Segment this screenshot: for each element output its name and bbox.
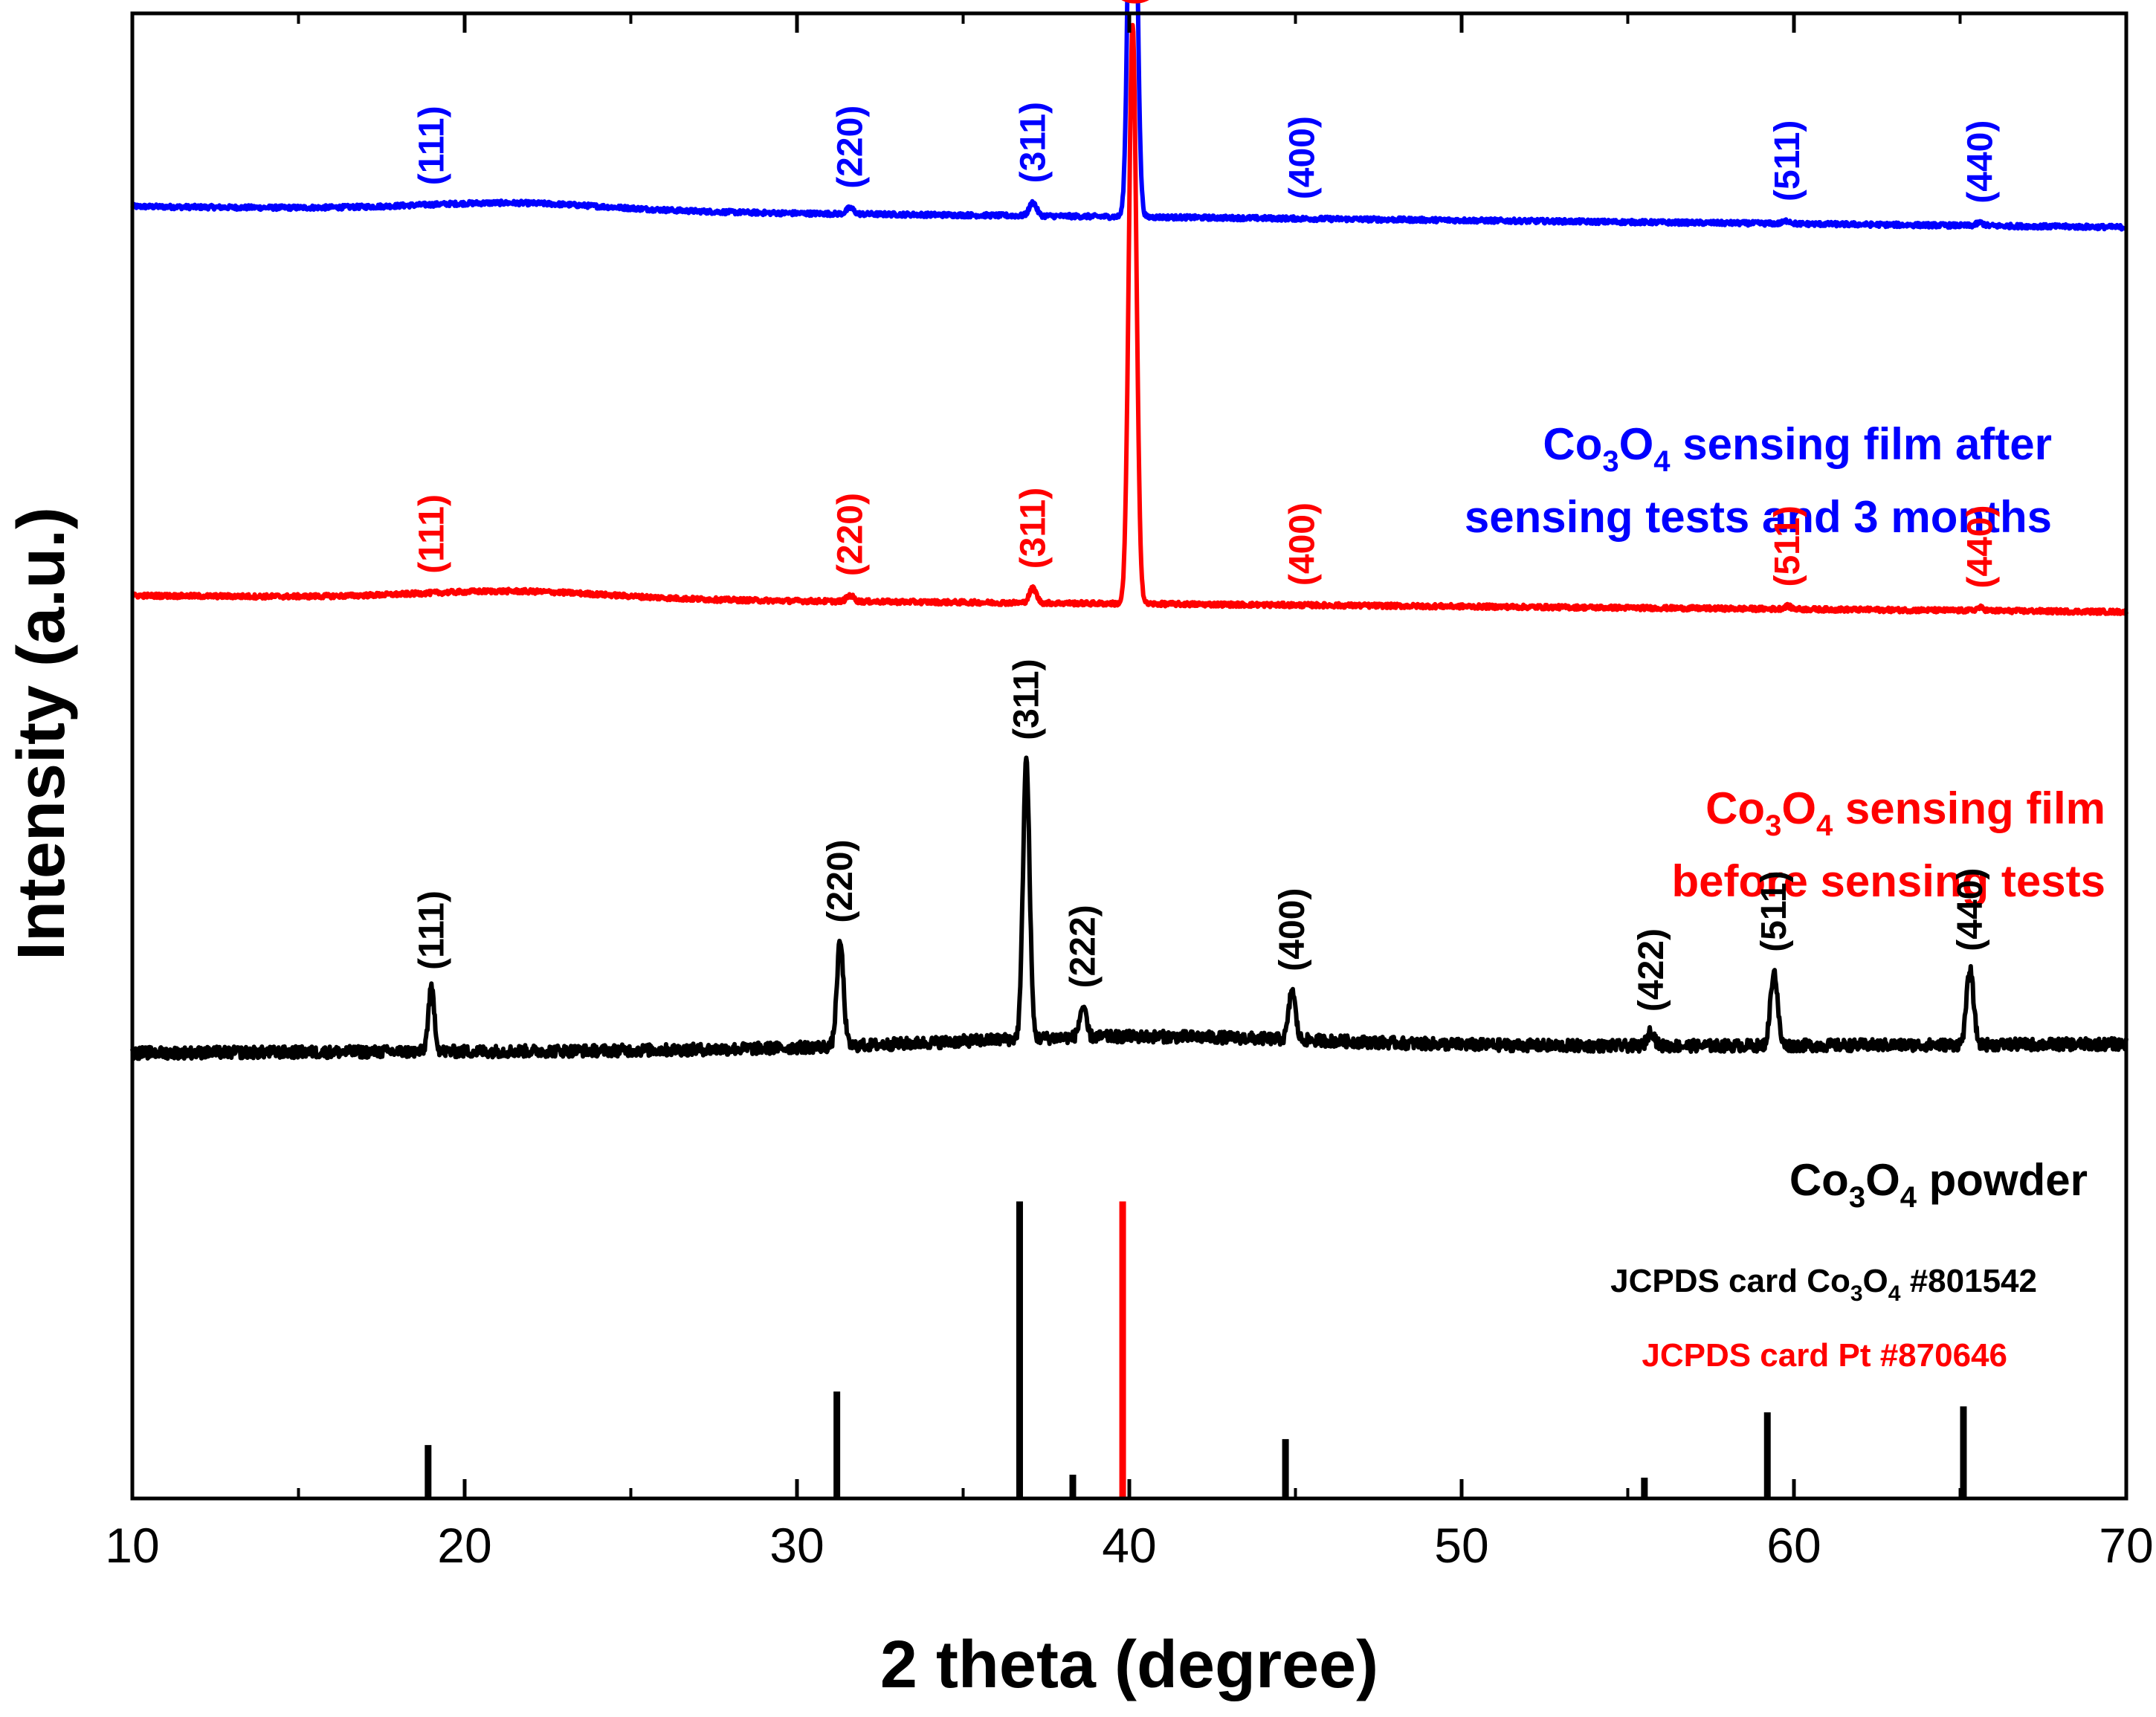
peak-label-0-4: (400)	[1282, 116, 1322, 199]
peak-label-1-5: (511)	[1768, 505, 1807, 586]
peak-label-1-0: (111)	[412, 494, 451, 574]
series-label-part: O	[1619, 419, 1654, 469]
peak-label-2-3: (222)	[1063, 905, 1103, 988]
series-label-part: 3	[1849, 1181, 1865, 1214]
series-label-part: 3	[1765, 809, 1781, 842]
y-axis-title: Intensity (a.u.)	[4, 507, 79, 960]
x-tick-label: 50	[1434, 1518, 1488, 1573]
series-label-part: 4	[1900, 1181, 1917, 1214]
peak-label-1-4: (400)	[1282, 502, 1322, 586]
peak-label-2-1: (220)	[821, 840, 860, 923]
series-label-1-0: Co3O4 sensing film	[1705, 783, 2105, 842]
peak-label-0-1: (220)	[831, 106, 871, 189]
series-label-part: Co	[1789, 1155, 1849, 1205]
peak-label-0-2: (311)	[1013, 102, 1053, 183]
peak-label-1-1: (220)	[831, 493, 871, 576]
series-label-0-0: Co3O4 sensing film after	[1543, 419, 2052, 478]
series-label-part: 4	[1816, 809, 1833, 842]
peak-label-1-3: (111)	[1114, 0, 1153, 5]
peak-label-2-0: (111)	[412, 890, 451, 970]
peak-label-2-6: (511)	[1755, 870, 1794, 951]
peak-label-1-6: (440)	[1960, 505, 2000, 589]
ref-label-1: JCPDS card Pt #870646	[1642, 1337, 2007, 1374]
series-label-part: Co	[1705, 783, 1765, 833]
ref-label-part: JCPDS card Co	[1610, 1263, 1850, 1299]
ref-label-part: 4	[1888, 1281, 1901, 1306]
series-line-1	[130, 22, 2128, 616]
peak-label-0-6: (440)	[1960, 120, 2000, 204]
x-axis-title: 2 theta (degree)	[880, 1628, 1378, 1702]
plot-marks	[130, 0, 2128, 1498]
x-tick-label: 30	[769, 1518, 824, 1573]
peak-label-0-5: (511)	[1768, 120, 1807, 201]
series-label-part: 3	[1602, 445, 1618, 478]
series-label-part: sensing film after	[1671, 419, 2052, 469]
series-label-0-1: sensing tests and 3 months	[1465, 492, 2052, 542]
ref-label-part: O	[1863, 1263, 1888, 1299]
peak-label-1-2: (311)	[1013, 488, 1053, 569]
peak-annotations: (111)(220)(311)(111)(400)(511)(440)Co3O4…	[412, 0, 2105, 1374]
x-tick-label: 70	[2099, 1518, 2153, 1573]
series-label-part: sensing film	[1833, 783, 2105, 833]
x-tick-label: 10	[105, 1518, 159, 1573]
peak-label-2-2: (311)	[1007, 659, 1046, 740]
ref-label-part: #801542	[1900, 1263, 2037, 1299]
peak-label-0-0: (111)	[412, 106, 451, 185]
series-label-part: 4	[1653, 445, 1671, 478]
x-tick-label: 60	[1766, 1518, 1821, 1573]
series-label-part: powder	[1917, 1155, 2088, 1205]
series-label-2-0: Co3O4 powder	[1789, 1155, 2088, 1214]
x-tick-label: 40	[1102, 1518, 1156, 1573]
series-line-2	[130, 755, 2128, 1061]
series-label-1-1: before sensing tests	[1671, 856, 2105, 906]
peak-label-2-5: (422)	[1632, 928, 1671, 1012]
x-tick-label: 20	[437, 1518, 491, 1573]
series-label-part: Co	[1543, 419, 1602, 469]
series-line-0	[130, 0, 2128, 232]
series-label-part: O	[1781, 783, 1816, 833]
peak-label-2-4: (400)	[1273, 888, 1312, 971]
series-label-part: O	[1865, 1155, 1900, 1205]
ref-label-0: JCPDS card Co3O4 #801542	[1610, 1263, 2037, 1306]
peak-label-2-7: (440)	[1951, 868, 1990, 951]
ref-label-part: 3	[1850, 1281, 1863, 1306]
axes: 10 20 30 40 50 60 70	[105, 13, 2154, 1573]
